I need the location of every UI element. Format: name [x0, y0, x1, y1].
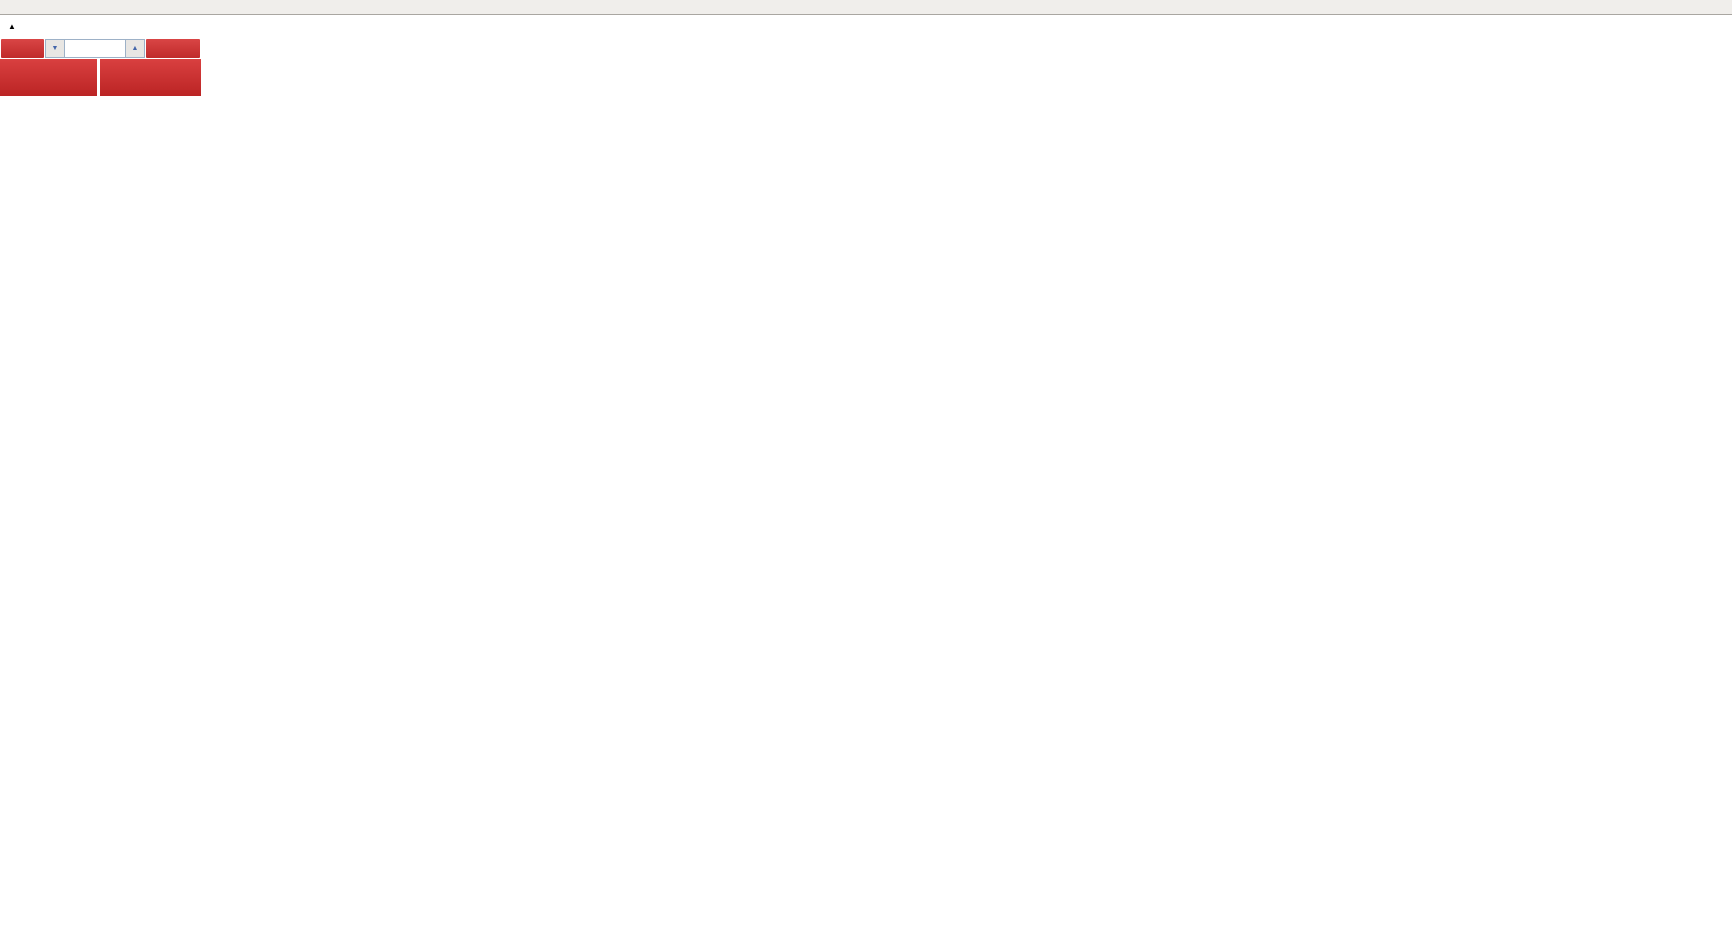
volume-decrease-button[interactable]: ▼: [45, 39, 65, 58]
volume-increase-button[interactable]: ▲: [125, 39, 145, 58]
buy-price-box[interactable]: [100, 59, 201, 96]
chart-header: ▲: [8, 21, 25, 33]
symbol-marker-icon: ▲: [8, 22, 16, 31]
buy-button[interactable]: [146, 39, 200, 58]
one-click-trading-panel: ▼ ▲: [0, 39, 201, 96]
volume-input[interactable]: [64, 39, 126, 58]
sell-price-box[interactable]: [0, 59, 97, 96]
toolbar: [0, 0, 1732, 15]
trade-panel-top-row: ▼ ▲: [0, 39, 201, 58]
sell-button[interactable]: [1, 39, 44, 58]
